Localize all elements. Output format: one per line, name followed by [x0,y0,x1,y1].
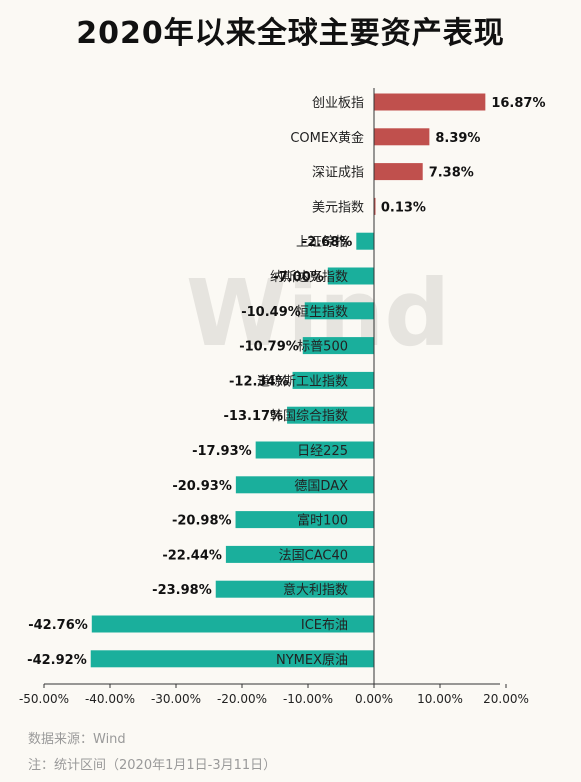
value-label-16: -42.76% [28,618,88,633]
category-label-17: NYMEX原油 [276,653,348,668]
value-label-12: -20.93% [172,479,232,494]
x-tick-label-5: -10.00% [283,692,333,706]
value-label-1: 16.87% [491,96,545,111]
bar-8 [302,337,374,355]
bar-6 [327,267,374,285]
value-label-5: -2.68% [302,235,353,250]
bar-17 [90,650,374,668]
category-label-7: 恒生指数 [296,305,348,320]
bar-1 [374,93,486,111]
value-label-6: -7.00% [273,270,324,285]
category-label-1: 创业板指 [312,96,364,111]
value-label-2: 8.39% [435,131,480,146]
category-label-9: 道琼斯工业指数 [257,374,348,389]
category-label-3: 深证成指 [312,166,364,181]
x-tick-label-2: -40.00% [85,692,135,706]
bar-9 [292,371,374,389]
category-label-5: 上证综指 [296,235,348,250]
value-label-13: -20.98% [172,514,232,529]
bar-13 [235,511,374,529]
category-label-15: 意大利指数 [283,582,348,598]
category-label-8: 标普500 [297,340,348,355]
x-tick-label-7: 10.00% [417,692,463,706]
category-label-13: 富时100 [297,513,348,529]
value-label-17: -42.92% [27,653,87,668]
bar-12 [235,476,374,494]
x-tick-label-1: -50.00% [19,692,69,706]
source-note: 数据来源：Wind [28,732,126,747]
value-label-3: 7.38% [429,166,474,181]
category-label-2: COMEX黄金 [290,130,364,146]
value-label-4: 0.13% [381,200,426,215]
bar-4 [374,197,376,215]
category-label-4: 美元指数 [312,200,364,215]
bar-5 [356,232,374,250]
bar-15 [215,580,374,598]
bar-10 [287,406,374,424]
bar-14 [225,545,374,563]
bar-11 [255,441,374,459]
chart-title: 2020年以来全球主要资产表现 [76,16,505,51]
category-label-6: 纳斯达克指数 [270,270,348,285]
x-tick-label-6: 0.00% [355,692,393,706]
bar-16 [91,615,374,633]
category-label-12: 德国DAX [294,479,348,494]
category-label-11: 日经225 [297,444,348,459]
value-label-11: -17.93% [192,444,252,459]
value-label-8: -10.79% [239,340,299,355]
period-note: 注：统计区间（2020年1月1日-3月11日） [28,758,277,773]
value-label-14: -22.44% [162,548,222,563]
value-label-10: -13.17% [224,409,284,424]
category-label-16: ICE布油 [301,618,348,633]
bar-2 [374,128,430,146]
value-label-15: -23.98% [152,583,212,598]
bar-7 [304,302,374,320]
bar-3 [374,163,423,181]
value-label-7: -10.49% [241,305,301,320]
value-label-9: -12.34% [229,374,289,389]
x-tick-label-4: -20.00% [217,692,267,706]
category-label-14: 法国CAC40 [279,548,348,563]
x-tick-label-3: -30.00% [151,692,201,706]
category-label-10: 韩国综合指数 [270,409,348,424]
x-tick-label-8: 20.00% [483,692,529,706]
